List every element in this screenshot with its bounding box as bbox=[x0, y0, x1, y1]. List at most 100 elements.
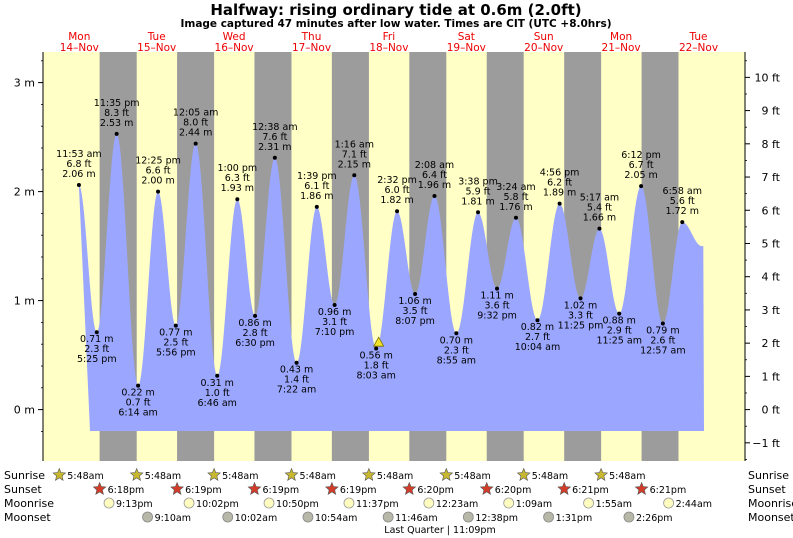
moonset-time: 12:38pm bbox=[475, 513, 518, 524]
sunrise-icon bbox=[207, 467, 222, 481]
tide-m-label: 0.79 m bbox=[646, 325, 679, 336]
tide-ft-label: 2.6 ft bbox=[650, 335, 675, 346]
sunset-time: 6:19pm bbox=[185, 485, 222, 496]
sunrise-time: 5:48am bbox=[609, 471, 645, 482]
tide-point bbox=[454, 331, 459, 336]
tide-time-label: 6:46 am bbox=[198, 398, 237, 409]
tide-time-label: 12:38 am bbox=[252, 122, 297, 133]
moonset-time: 10:02am bbox=[235, 513, 277, 524]
tide-point bbox=[94, 330, 99, 335]
y-right-tick-label: 7 ft bbox=[762, 171, 781, 184]
tide-ft-label: 3.6 ft bbox=[485, 301, 510, 312]
sunrise-time: 5:48am bbox=[532, 471, 568, 482]
sunrise-time: 5:48am bbox=[377, 471, 413, 482]
sunset-icon bbox=[247, 481, 262, 495]
tide-m-label: 0.82 m bbox=[521, 322, 554, 333]
tide-time-label: 6:14 am bbox=[118, 408, 157, 419]
tide-time-label: 12:25 pm bbox=[135, 156, 181, 167]
plot-area bbox=[43, 52, 745, 461]
moonrise-icon bbox=[583, 497, 594, 509]
tide-time-label: 2:08 am bbox=[415, 160, 454, 171]
sunrise-time: 5:48am bbox=[454, 471, 490, 482]
tide-m-label: 2.31 m bbox=[258, 142, 291, 153]
sunset-time: 6:19pm bbox=[340, 485, 377, 496]
tide-m-label: 1.93 m bbox=[221, 183, 254, 194]
tide-ft-label: 6.4 ft bbox=[422, 170, 447, 181]
tide-time-label: 8:07 pm bbox=[395, 316, 435, 327]
tide-ft-label: 5.8 ft bbox=[503, 192, 528, 203]
tide-ft-label: 2.9 ft bbox=[607, 326, 632, 337]
tide-time-label: 2:32 pm bbox=[377, 175, 417, 186]
tide-point bbox=[76, 183, 81, 188]
tide-point bbox=[617, 311, 622, 316]
tide-point bbox=[680, 220, 685, 225]
tide-point bbox=[173, 323, 178, 328]
tide-time-label: 7:22 am bbox=[277, 385, 316, 396]
tide-point bbox=[476, 210, 481, 215]
moonset-time: 2:26pm bbox=[636, 513, 673, 524]
tide-point bbox=[332, 302, 337, 307]
sunrise-time: 5:48am bbox=[300, 471, 336, 482]
day-name-label: Wed bbox=[223, 31, 246, 43]
y-right-tick-label: 10 ft bbox=[755, 71, 781, 84]
chart-title: Halfway: rising ordinary tide at 0.6m (2… bbox=[210, 1, 581, 19]
tide-time-label: 8:03 am bbox=[356, 371, 395, 382]
tide-m-label: 0.31 m bbox=[201, 378, 234, 389]
tide-time-label: 8:55 am bbox=[437, 355, 476, 366]
tide-point bbox=[294, 360, 299, 365]
tide-point bbox=[513, 215, 518, 220]
sunset-row-label-right: Sunset bbox=[748, 483, 786, 496]
tide-ft-label: 8.3 ft bbox=[104, 108, 129, 119]
tide-m-label: 2.00 m bbox=[141, 176, 174, 187]
tide-point bbox=[597, 226, 602, 231]
tide-time-label: 1:39 pm bbox=[297, 171, 337, 182]
day-name-label: Fri bbox=[383, 31, 396, 43]
moonset-row-label-right: Moonset bbox=[748, 511, 793, 524]
tide-ft-label: 1.8 ft bbox=[364, 361, 389, 372]
tide-ft-label: 8.0 ft bbox=[183, 118, 208, 129]
sunrise-row-label-left: Sunrise bbox=[4, 469, 45, 482]
tide-time-label: 3:38 pm bbox=[458, 176, 498, 187]
sunset-icon bbox=[557, 481, 572, 495]
sunset-time: 6:21pm bbox=[572, 485, 609, 496]
tide-ft-label: 7.6 ft bbox=[262, 132, 287, 143]
moonrise-time: 1:55am bbox=[596, 499, 632, 510]
tide-time-label: 9:32 pm bbox=[477, 311, 517, 322]
day-date-label: 20–Nov bbox=[524, 42, 563, 54]
tide-point bbox=[578, 296, 583, 301]
day-date-label: 22–Nov bbox=[679, 42, 718, 54]
tide-time-label: 1:00 pm bbox=[218, 163, 258, 174]
chart-subtitle: Image captured 47 minutes after low wate… bbox=[180, 18, 611, 30]
tide-time-label: 3:24 am bbox=[496, 182, 535, 193]
moonrise-icon bbox=[423, 497, 435, 509]
tide-ft-label: 6.3 ft bbox=[225, 173, 250, 184]
y-tick-label: 3 m bbox=[14, 77, 35, 90]
tide-point bbox=[432, 193, 437, 198]
moonrise-icon bbox=[663, 497, 675, 509]
tide-point bbox=[136, 383, 141, 388]
day-name-label: Tue bbox=[147, 31, 166, 43]
sunrise-icon bbox=[594, 467, 609, 481]
y-right-tick-label: −1 ft bbox=[752, 437, 780, 450]
tide-ft-label: 1.0 ft bbox=[205, 388, 230, 399]
tide-ft-label: 2.7 ft bbox=[525, 332, 550, 343]
tide-area bbox=[78, 133, 704, 432]
tide-m-label: 1.11 m bbox=[480, 291, 513, 302]
tide-time-label: 5:25 pm bbox=[77, 354, 117, 365]
tide-time-label: 6:12 pm bbox=[621, 150, 661, 161]
y-right-tick-label: 0 ft bbox=[762, 404, 781, 417]
tide-m-label: 1.96 m bbox=[418, 180, 451, 191]
tide-point bbox=[535, 318, 540, 323]
moonrise-row-label-left: Moonrise bbox=[4, 497, 54, 510]
tide-m-label: 1.66 m bbox=[583, 213, 616, 224]
tide-time-label: 1:16 am bbox=[335, 139, 374, 150]
sunrise-icon bbox=[439, 467, 454, 481]
sunset-time: 6:20pm bbox=[495, 485, 532, 496]
tide-m-label: 1.72 m bbox=[666, 206, 699, 217]
tide-m-label: 2.53 m bbox=[100, 118, 133, 129]
tide-ft-label: 2.5 ft bbox=[163, 338, 188, 349]
moonset-icon bbox=[302, 511, 314, 523]
tide-m-label: 0.71 m bbox=[80, 334, 113, 345]
tide-time-label: 4:56 pm bbox=[540, 168, 580, 179]
y-right-tick-label: 8 ft bbox=[762, 138, 781, 151]
